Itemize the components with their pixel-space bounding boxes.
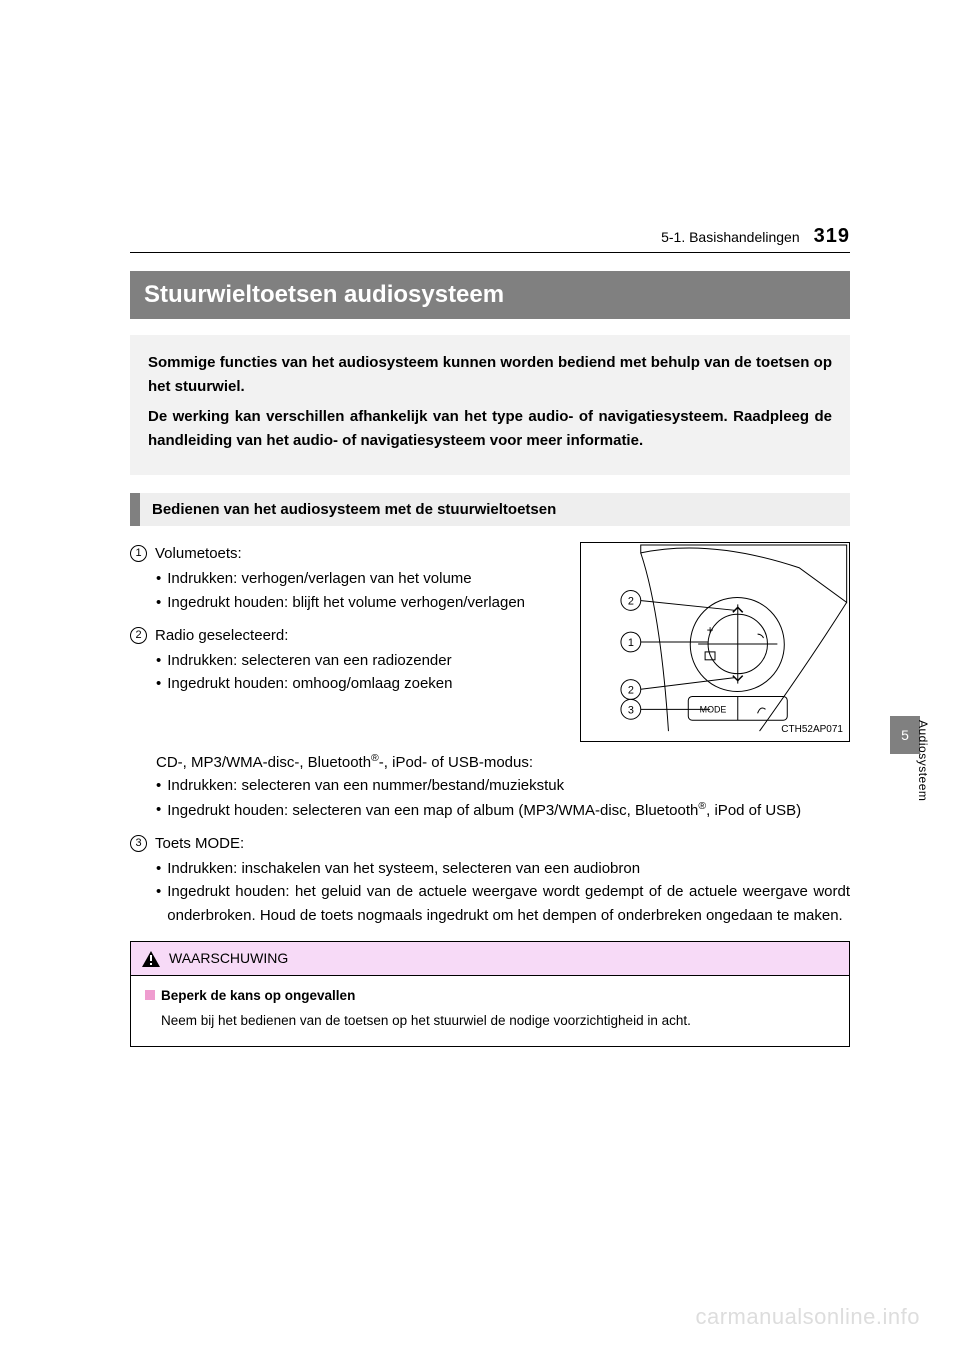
item-3-bullet-1: •Indrukken: inschakelen van het systeem,… xyxy=(156,857,850,880)
item-3-bullet-2: •Ingedrukt houden: het geluid van de act… xyxy=(156,880,850,927)
warning-text: Neem bij het bedienen van de toetsen op … xyxy=(161,1011,835,1032)
subheader: Bedienen van het audiosysteem met de stu… xyxy=(130,493,850,526)
svg-text:+: + xyxy=(707,623,714,637)
chapter-label: Audiosysteem xyxy=(916,720,930,770)
item-1-title: Volumetoets: xyxy=(155,542,242,565)
circled-number-1: 1 xyxy=(130,545,147,562)
item-2-bullet-2: •Ingedrukt houden: omhoog/omlaag zoeken xyxy=(156,672,564,695)
warning-header: WAARSCHUWING xyxy=(131,942,849,977)
svg-text:1: 1 xyxy=(628,637,634,649)
item-2-title: Radio geselecteerd: xyxy=(155,624,288,647)
svg-text:2: 2 xyxy=(628,595,634,607)
intro-paragraph-2: De werking kan verschillen afhankelijk v… xyxy=(148,405,832,453)
cd-mode-line: CD-, MP3/WMA-disc-, Bluetooth®-, iPod- o… xyxy=(156,750,850,774)
list-item-1: 1 Volumetoets: xyxy=(130,542,564,565)
warning-subtitle-row: Beperk de kans op ongevallen xyxy=(145,986,835,1007)
warning-icon xyxy=(141,950,161,968)
warning-subtitle: Beperk de kans op ongevallen xyxy=(161,986,355,1007)
item-2-bullet-1: •Indrukken: selecteren van een radiozend… xyxy=(156,649,564,672)
warning-box: WAARSCHUWING Beperk de kans op ongevalle… xyxy=(130,941,850,1048)
circled-number-3: 3 xyxy=(130,835,147,852)
list-item-3: 3 Toets MODE: xyxy=(130,832,850,855)
page-number: 319 xyxy=(814,225,850,248)
steering-wheel-figure: + MODE xyxy=(580,542,850,742)
list-item-2: 2 Radio geselecteerd: xyxy=(130,624,564,647)
svg-text:2: 2 xyxy=(628,684,634,696)
svg-text:3: 3 xyxy=(628,704,634,716)
item-1-bullet-1: •Indrukken: verhogen/verlagen van het vo… xyxy=(156,567,564,590)
intro-paragraph-1: Sommige functies van het audiosysteem ku… xyxy=(148,351,832,399)
item-2-bullet-4: •Ingedrukt houden: selecteren van een ma… xyxy=(156,798,850,822)
circled-number-2: 2 xyxy=(130,627,147,644)
item-2-bullet-3: •Indrukken: selecteren van een nummer/be… xyxy=(156,774,850,797)
figure-caption: CTH52AP071 xyxy=(781,722,843,738)
item-3-title: Toets MODE: xyxy=(155,832,244,855)
warning-title: WAARSCHUWING xyxy=(169,948,288,970)
section-label: 5-1. Basishandelingen xyxy=(661,229,800,245)
page-title: Stuurwieltoetsen audiosysteem xyxy=(130,271,850,319)
square-bullet-icon xyxy=(145,990,155,1000)
item-1-bullet-2: •Ingedrukt houden: blijft het volume ver… xyxy=(156,591,564,614)
watermark: carmanualsonline.info xyxy=(695,1304,920,1330)
page-header: 5-1. Basishandelingen 319 xyxy=(130,225,850,253)
intro-box: Sommige functies van het audiosysteem ku… xyxy=(130,335,850,475)
